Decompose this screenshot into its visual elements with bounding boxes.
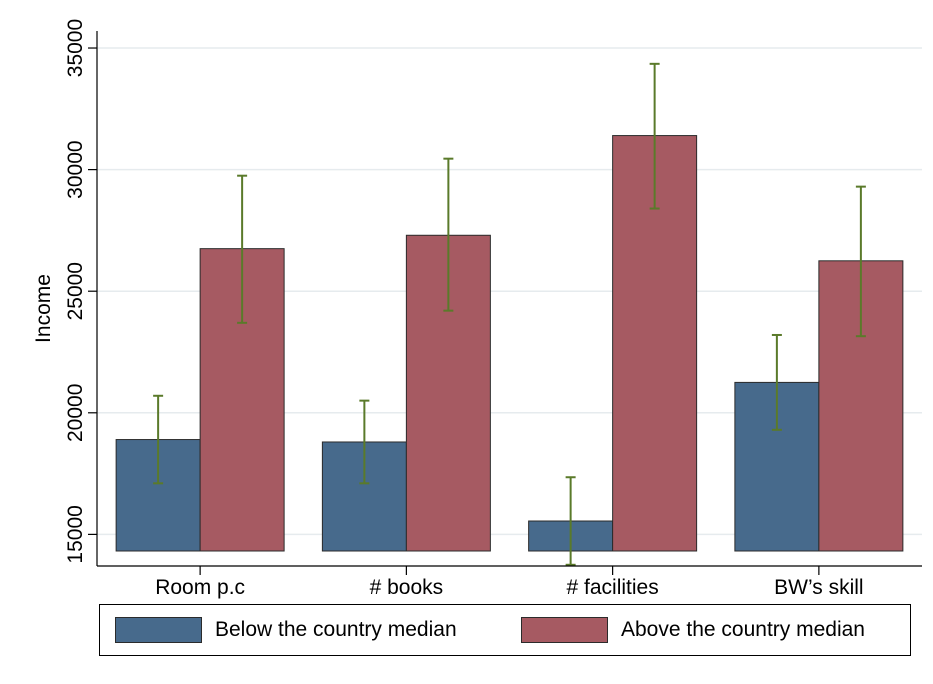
legend-swatch-below [115,617,202,643]
y-tick-label-35000: 35000 [64,19,87,77]
x-tick-label-3: BW’s skill [774,576,863,599]
legend: Below the country median Above the count… [99,604,911,656]
x-tick-label-2: # facilities [567,576,659,599]
y-tick-label-25000: 25000 [64,262,87,320]
error-bars [153,62,866,566]
legend-label-above: Above the country median [621,618,865,641]
axes: 15000 20000 25000 30000 35000 Room p.c # books… [64,19,922,599]
legend-item-below: Below the country median [115,617,457,643]
y-tick-label-30000: 30000 [64,140,87,198]
x-tick-label-1: # books [370,576,444,599]
legend-label-below: Below the country median [215,618,457,641]
legend-item-above: Above the country median [521,617,865,643]
x-tick-label-0: Room p.c [155,576,245,599]
y-tick-label-15000: 15000 [64,505,87,563]
y-tick-label-20000: 20000 [64,384,87,442]
y-axis-label: Income [32,274,55,343]
bars [115,135,904,552]
legend-swatch-above [521,617,608,643]
